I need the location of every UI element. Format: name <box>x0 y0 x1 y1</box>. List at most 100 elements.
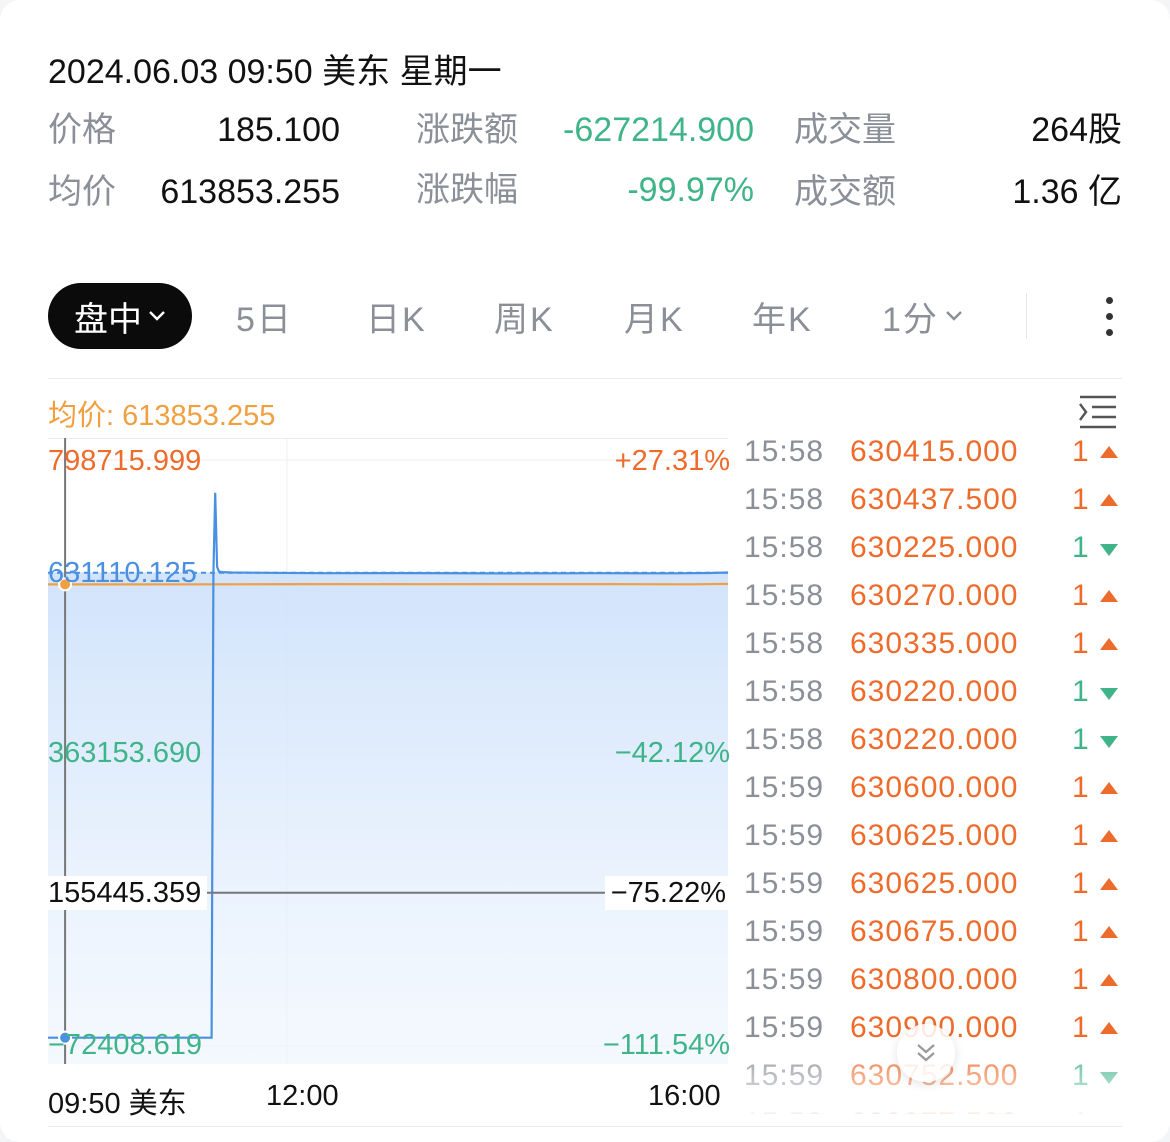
avg-line-readout: 均价: 613853.255 <box>48 400 276 432</box>
list-toggle-icon[interactable] <box>1076 394 1120 430</box>
tab-interval-label: 1分 <box>882 300 939 339</box>
tab-divider <box>1026 293 1027 339</box>
x-tick-label: 12:00 <box>266 1080 339 1112</box>
tab-interval[interactable]: 1分 <box>882 283 963 349</box>
trade-volume: 1 <box>1072 819 1090 852</box>
tab-month-k[interactable]: 月K <box>624 300 685 339</box>
pct-change-value: -99.97% <box>627 171 754 209</box>
up-arrow-icon <box>1100 1022 1118 1034</box>
down-arrow-icon <box>1100 736 1118 748</box>
turnover-label: 成交额 <box>794 173 896 211</box>
crosshair-pct-label: −75.22% <box>604 875 730 910</box>
double-chevron-down-icon <box>917 1044 935 1062</box>
tab-year-k[interactable]: 年K <box>752 300 813 339</box>
y-tick-pct: −111.54% <box>602 1029 730 1061</box>
more-dot-icon <box>1105 296 1113 304</box>
x-tick-label: 09:50 美东 <box>48 1088 187 1120</box>
trade-volume: 1 <box>1072 579 1090 612</box>
trade-price: 630437.500 <box>850 483 1019 516</box>
trade-time: 15:59 <box>744 963 825 996</box>
price-area <box>48 572 728 1064</box>
up-arrow-icon <box>1100 830 1118 842</box>
trade-time: 15:59 <box>744 867 825 900</box>
trade-row: 15:58 630225.000 1 <box>742 524 1132 572</box>
up-arrow-icon <box>1100 638 1118 650</box>
trade-row: 15:59 630800.000 1 <box>742 956 1132 1004</box>
price-dot <box>58 1030 73 1045</box>
trade-time: 15:58 <box>744 483 825 516</box>
divider <box>48 378 1122 379</box>
trade-volume: 1 <box>1072 771 1090 804</box>
trade-price: 630220.000 <box>850 675 1019 708</box>
avg-price-label: 均价 <box>48 173 116 211</box>
trade-row: 15:58 630335.000 1 <box>742 620 1132 668</box>
down-arrow-icon <box>1100 688 1118 700</box>
trade-volume: 1 <box>1072 915 1090 948</box>
y-tick-price: 363153.690 <box>48 737 202 769</box>
price-value: 185.100 <box>217 111 340 149</box>
change-value: -627214.900 <box>563 111 754 149</box>
volume-value: 264股 <box>1031 111 1122 149</box>
y-tick-price: 798715.999 <box>48 445 202 477</box>
volume-label: 成交量 <box>794 111 896 149</box>
tab-intraday-label: 盘中 <box>74 300 142 339</box>
more-options-button[interactable] <box>1074 283 1144 349</box>
trade-price: 630270.000 <box>850 579 1019 612</box>
trade-row: 15:58 630415.000 1 <box>742 428 1132 476</box>
page-title: 2024.06.03 09:50 美东 星期一 <box>48 53 502 91</box>
trade-time: 15:58 <box>744 627 825 660</box>
chevron-down-icon <box>946 311 962 321</box>
trade-volume: 1 <box>1072 723 1090 756</box>
avg-price-line <box>48 582 728 586</box>
y-tick-price: 631110.125 <box>48 556 197 589</box>
trade-price: 630675.000 <box>850 915 1019 948</box>
y-tick-pct: −42.12% <box>614 737 730 769</box>
trade-ticker-list[interactable]: 15:58 630415.000 1 15:58 630437.500 1 15:58 630… <box>742 428 1132 1114</box>
y-tick-pct: +27.31% <box>614 445 730 477</box>
tab-day-k[interactable]: 日K <box>366 300 427 339</box>
y-tick-price: −72408.619 <box>48 1029 203 1061</box>
trade-row: 15:58 630270.000 1 <box>742 572 1132 620</box>
change-label: 涨跌额 <box>416 111 518 149</box>
up-arrow-icon <box>1100 782 1118 794</box>
up-arrow-icon <box>1100 926 1118 938</box>
up-arrow-icon <box>1100 974 1118 986</box>
trade-volume: 1 <box>1072 675 1090 708</box>
trade-volume: 1 <box>1072 627 1090 660</box>
price-label: 价格 <box>48 111 116 149</box>
down-arrow-icon <box>1100 544 1118 556</box>
more-dot-icon <box>1105 328 1113 336</box>
trade-time: 15:58 <box>744 435 825 468</box>
scroll-down-button[interactable] <box>897 1024 955 1082</box>
x-tick-label: 16:00 <box>648 1080 721 1112</box>
up-arrow-icon <box>1100 446 1118 458</box>
trade-row: 15:58 630220.000 1 <box>742 716 1132 764</box>
tab-week-k[interactable]: 周K <box>494 300 555 339</box>
trade-time: 15:58 <box>744 579 825 612</box>
trade-row: 15:59 630625.000 1 <box>742 860 1132 908</box>
trade-price: 630600.000 <box>850 771 1019 804</box>
chevron-down-icon <box>149 311 165 321</box>
trade-time: 15:59 <box>744 771 825 804</box>
avg-price-value: 613853.255 <box>160 173 340 211</box>
trade-row: 15:58 630220.000 1 <box>742 668 1132 716</box>
trade-row: 15:59 630600.000 1 <box>742 764 1132 812</box>
trade-time: 15:59 <box>744 819 825 852</box>
trade-time: 15:58 <box>744 675 825 708</box>
trade-volume: 1 <box>1072 1011 1090 1044</box>
trade-price: 630225.000 <box>850 531 1019 564</box>
tab-5-day[interactable]: 5日 <box>236 300 293 339</box>
trade-price: 630625.000 <box>850 867 1019 900</box>
turnover-value: 1.36 亿 <box>1012 173 1122 211</box>
up-arrow-icon <box>1100 494 1118 506</box>
period-tabs: 盘中 5日 日K 周K 月K 年K 1分 <box>48 283 1122 349</box>
trade-volume: 1 <box>1072 435 1090 468</box>
trade-time: 15:58 <box>744 723 825 756</box>
tab-intraday[interactable]: 盘中 <box>48 283 192 349</box>
crosshair-price-label: 155445.359 <box>48 875 208 910</box>
more-dot-icon <box>1105 312 1113 320</box>
trade-price: 630415.000 <box>850 435 1019 468</box>
trade-row: 15:59 630675.000 1 <box>742 908 1132 956</box>
trade-volume: 1 <box>1072 531 1090 564</box>
